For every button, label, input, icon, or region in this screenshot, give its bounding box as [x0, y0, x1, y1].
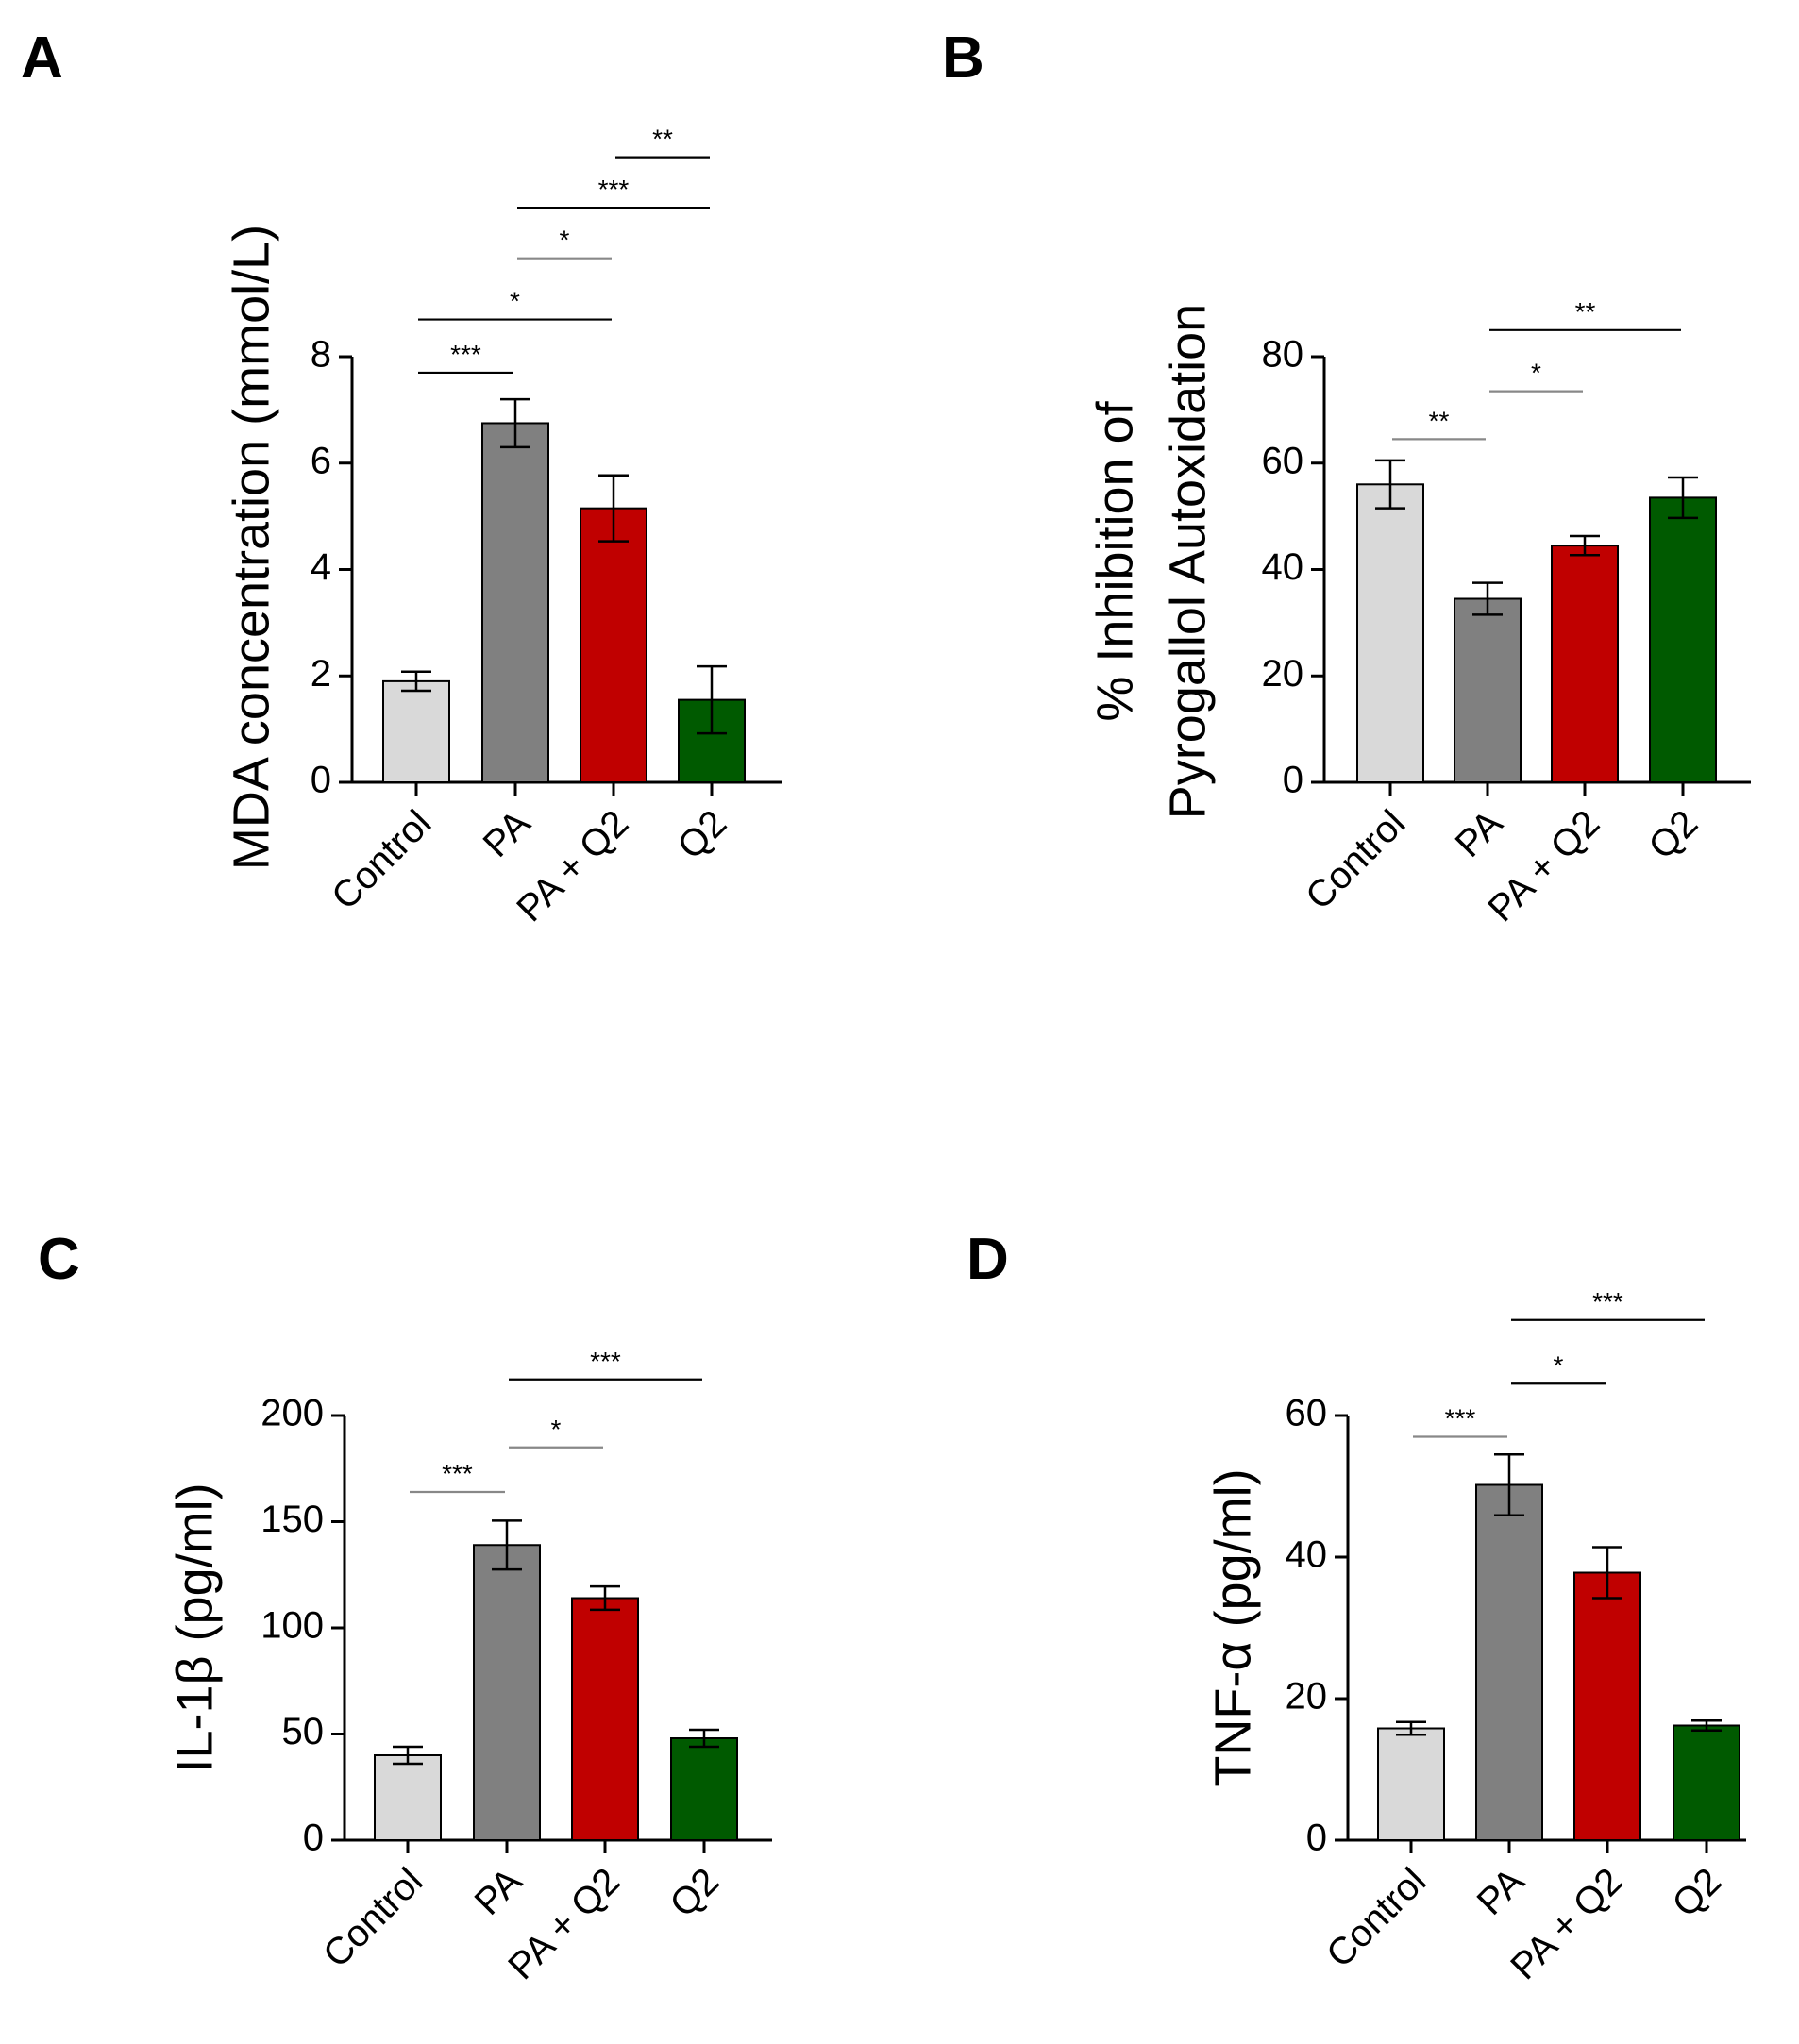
- y-axis-label: % Inhibition of: [1086, 400, 1143, 721]
- y-tick-label: 60: [1262, 440, 1304, 481]
- bar-q2: [1673, 1724, 1740, 1841]
- x-category-label: Q2: [663, 1860, 728, 1925]
- x-category-label: Control: [324, 802, 439, 917]
- x-category-label: PA: [1448, 802, 1511, 865]
- bar-pa: [1475, 1483, 1543, 1841]
- y-tick-label: 60: [1286, 1393, 1328, 1434]
- significance-label: ***: [450, 340, 481, 369]
- y-tick-label: 8: [311, 334, 331, 376]
- panel-letter: C: [38, 1227, 80, 1292]
- bar-control: [374, 1754, 442, 1841]
- y-tick-label: 2: [311, 653, 331, 695]
- panel-letter: A: [21, 25, 63, 91]
- y-tick-label: 4: [311, 546, 331, 588]
- significance-label: *: [560, 226, 570, 255]
- bar-pa-q2: [571, 1597, 639, 1841]
- x-category-label: Control: [1298, 802, 1413, 917]
- y-tick-label: 40: [1262, 546, 1304, 588]
- bar-pa-q2: [580, 507, 647, 783]
- bar-control: [1377, 1727, 1445, 1841]
- x-category-label: Q2: [1641, 802, 1707, 867]
- y-axis-label: MDA concentration (mmol/L): [223, 225, 279, 870]
- y-tick-label: 20: [1262, 653, 1304, 695]
- significance-label: ***: [590, 1347, 621, 1376]
- x-category-label: PA: [467, 1860, 530, 1923]
- significance-label: *: [1554, 1350, 1564, 1380]
- bar-control: [1356, 483, 1424, 783]
- x-category-label: Q2: [1665, 1860, 1730, 1925]
- significance-label: ***: [1445, 1404, 1476, 1433]
- y-tick-label: 0: [1283, 760, 1303, 801]
- panel-a: A MDA concentration (mmol/L) 0 2 4 6 8 Control P…: [21, 25, 782, 930]
- y-tick-label: 0: [1306, 1818, 1327, 1859]
- y-tick-label: 50: [282, 1711, 325, 1752]
- significance-label: **: [652, 125, 673, 154]
- y-axis-label: TNF-α (pg/ml): [1204, 1468, 1261, 1786]
- x-category-label: PA: [1470, 1860, 1533, 1923]
- y-tick-label: 200: [261, 1393, 324, 1434]
- x-category-label: PA: [476, 802, 539, 865]
- y-axis-label: IL-1β (pg/ml): [166, 1483, 223, 1772]
- significance-label: *: [510, 287, 520, 316]
- significance-label: ***: [1592, 1287, 1623, 1316]
- significance-label: ***: [442, 1459, 473, 1488]
- bar-pa: [473, 1544, 541, 1841]
- y-tick-label: 0: [303, 1818, 324, 1859]
- bar-pa-q2: [1551, 545, 1619, 783]
- bar-control: [382, 679, 450, 784]
- y-tick-label: 150: [261, 1499, 324, 1540]
- significance-label: *: [1531, 359, 1541, 388]
- significance-label: **: [1575, 297, 1596, 327]
- x-category-label: Control: [1319, 1860, 1434, 1975]
- panel-letter: D: [967, 1227, 1009, 1292]
- bar-pa-q2: [1573, 1571, 1641, 1841]
- y-tick-label: 100: [261, 1605, 324, 1647]
- y-tick-label: 6: [311, 440, 331, 481]
- y-axis-label: Pyrogallol Autoxidation: [1159, 304, 1216, 819]
- x-category-label: Q2: [670, 802, 735, 867]
- y-tick-label: 20: [1286, 1676, 1328, 1717]
- panel-b: B % Inhibition of Pyrogallol Autoxidation 0…: [942, 25, 1751, 930]
- panel-letter: B: [942, 25, 984, 91]
- significance-label: *: [551, 1415, 562, 1444]
- bar-pa: [1454, 597, 1522, 783]
- bar-q2: [1649, 496, 1717, 783]
- x-category-label: Control: [315, 1860, 430, 1975]
- y-tick-label: 40: [1286, 1534, 1328, 1576]
- bar-pa: [481, 422, 549, 783]
- significance-label: ***: [598, 175, 630, 204]
- y-tick-label: 0: [311, 760, 331, 801]
- bar-q2: [670, 1737, 738, 1841]
- y-tick-label: 80: [1262, 334, 1304, 376]
- significance-label: **: [1429, 406, 1450, 435]
